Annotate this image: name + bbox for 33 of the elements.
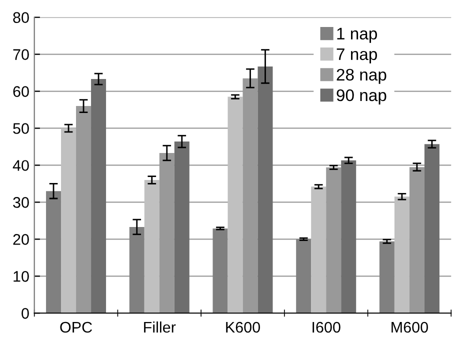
x-tick-label: Filler bbox=[144, 321, 176, 333]
y-tick-label: 0 bbox=[22, 308, 29, 319]
x-tick-label: K600 bbox=[226, 322, 260, 333]
bar bbox=[144, 180, 160, 314]
y-tick-label: 70 bbox=[13, 49, 29, 60]
y-tick-label: 50 bbox=[13, 123, 29, 134]
bar bbox=[212, 228, 228, 314]
legend-label: 28 nap bbox=[336, 68, 386, 84]
bar bbox=[311, 186, 326, 314]
bar bbox=[61, 128, 76, 314]
x-tick-label: I600 bbox=[312, 322, 340, 333]
legend-label: 7 nap bbox=[336, 48, 377, 64]
legend-label: 90 nap bbox=[336, 89, 386, 104]
y-tick-label: 10 bbox=[14, 271, 29, 282]
bar bbox=[129, 226, 144, 314]
x-tick-label: M600 bbox=[392, 322, 428, 333]
x-tick-label: OPC bbox=[60, 322, 92, 333]
bar bbox=[174, 142, 190, 314]
y-tick-label: 80 bbox=[13, 12, 29, 23]
bar bbox=[296, 239, 312, 314]
bar bbox=[46, 191, 62, 314]
bar bbox=[341, 160, 356, 314]
legend-label: 1 nap bbox=[337, 28, 377, 43]
bar bbox=[91, 79, 106, 314]
bar bbox=[424, 144, 440, 314]
bar bbox=[228, 96, 243, 314]
bar bbox=[394, 196, 410, 314]
y-tick-label: 30 bbox=[13, 197, 29, 208]
y-tick-label: 40 bbox=[12, 160, 29, 171]
bar bbox=[258, 66, 273, 314]
y-tick-label: 20 bbox=[13, 234, 29, 245]
y-tick-label: 60 bbox=[13, 86, 29, 97]
bar bbox=[379, 241, 394, 314]
